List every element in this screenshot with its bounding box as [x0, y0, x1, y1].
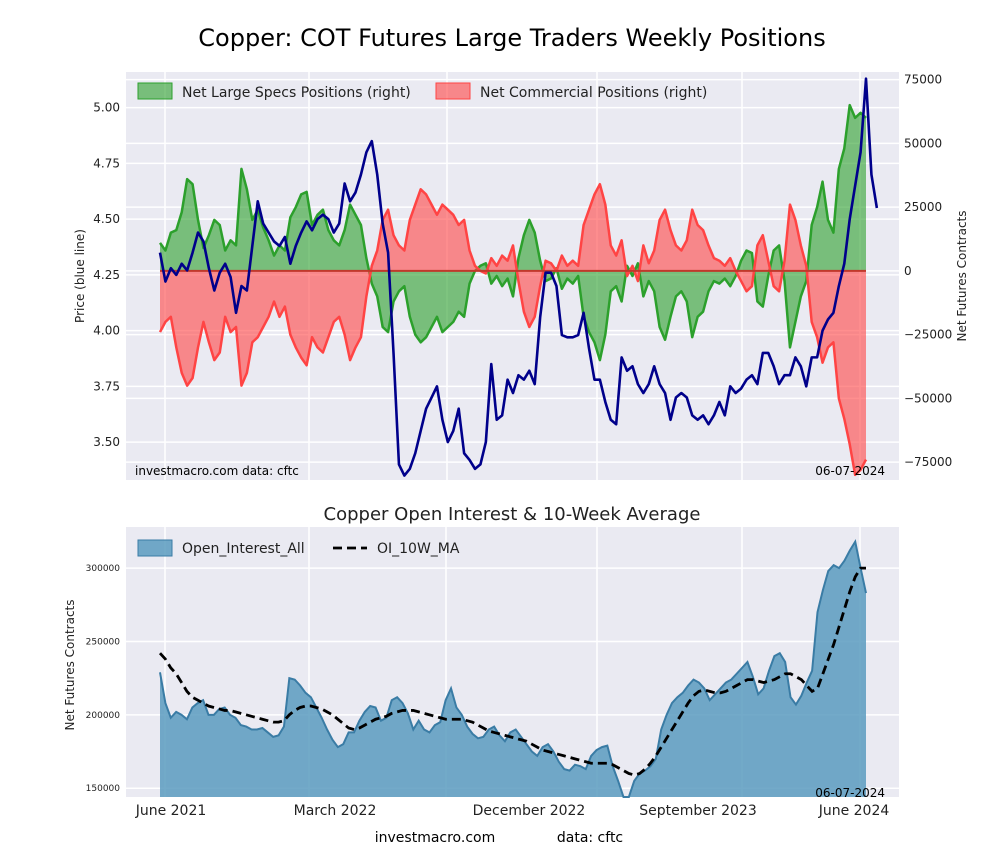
x-tick-label: June 2024 [818, 803, 890, 819]
legend-commercial-swatch [435, 82, 471, 100]
oi-axis-label: Net Futures Contracts [63, 599, 77, 730]
cot-right-tick-label: 50000 [904, 136, 942, 150]
x-tick-label: December 2022 [473, 803, 586, 819]
cot-left-tick-label: 5.00 [93, 101, 120, 115]
cot-right-axis-label: Net Futures Contracts [955, 210, 969, 341]
cot-left-tick-label: 4.25 [93, 268, 120, 282]
open-interest-area [160, 541, 866, 797]
legend-specs-label: Net Large Specs Positions (right) [182, 85, 411, 101]
cot-right-tick-label: −25000 [904, 328, 952, 342]
cot-right-tick-label: 75000 [904, 73, 942, 87]
cot-right-tick-label: 0 [904, 264, 912, 278]
commercial-positions-area-edge [158, 182, 868, 477]
cot-right-tick-label: 25000 [904, 200, 942, 214]
specs-positions-area [160, 105, 866, 361]
legend-oi-swatch [137, 539, 173, 557]
cot-left-tick-label: 3.75 [93, 379, 120, 393]
x-tick-label: September 2023 [639, 803, 756, 819]
cot-left-axis-label: Price (blue line) [73, 229, 87, 323]
legend-specs-swatch [137, 82, 173, 100]
oi-annotation-date: 06-07-2024 [815, 786, 885, 800]
figure-title: Copper: COT Futures Large Traders Weekly… [198, 24, 825, 52]
legend-oi-label: Open_Interest_All [182, 541, 305, 557]
specs-positions-area-edge [158, 103, 867, 362]
legend-commercial-label: Net Commercial Positions (right) [480, 85, 707, 101]
oi-tick-label: 250000 [86, 637, 121, 647]
legend-ma-label: OI_10W_MA [377, 541, 460, 557]
oi-tick-label: 300000 [86, 564, 121, 574]
oi-tick-label: 150000 [86, 784, 121, 794]
x-tick-label: March 2022 [294, 803, 377, 819]
cot-left-tick-label: 3.50 [93, 435, 120, 449]
cot-left-tick-label: 4.50 [93, 212, 120, 226]
open-interest-panel: 150000 200000 250000 300000 Copper Open Inte… [63, 504, 899, 819]
footer-source: data: cftc [557, 830, 623, 846]
cot-left-tick-label: 4.75 [93, 156, 120, 170]
cot-left-tick-label: 4.00 [93, 324, 120, 338]
price-line [158, 77, 879, 477]
cot-right-tick-label: −50000 [904, 391, 952, 405]
x-tick-label: June 2021 [135, 803, 207, 819]
commercial-positions-area [160, 184, 866, 475]
oi-panel-title: Copper Open Interest & 10-Week Average [324, 504, 701, 525]
cot-annotation-date: 06-07-2024 [815, 464, 885, 478]
oi-tick-label: 200000 [86, 711, 121, 721]
cot-annotation-source: investmacro.com data: cftc [135, 464, 299, 478]
cot-right-tick-label: −75000 [904, 455, 952, 469]
open-interest-edge [159, 538, 867, 798]
footer-site: investmacro.com [375, 830, 495, 846]
moving-average-line [158, 566, 866, 777]
cot-panel: 3.50 3.75 4.00 4.25 4.50 4.75 5.00 −75000 −50000… [73, 72, 969, 480]
